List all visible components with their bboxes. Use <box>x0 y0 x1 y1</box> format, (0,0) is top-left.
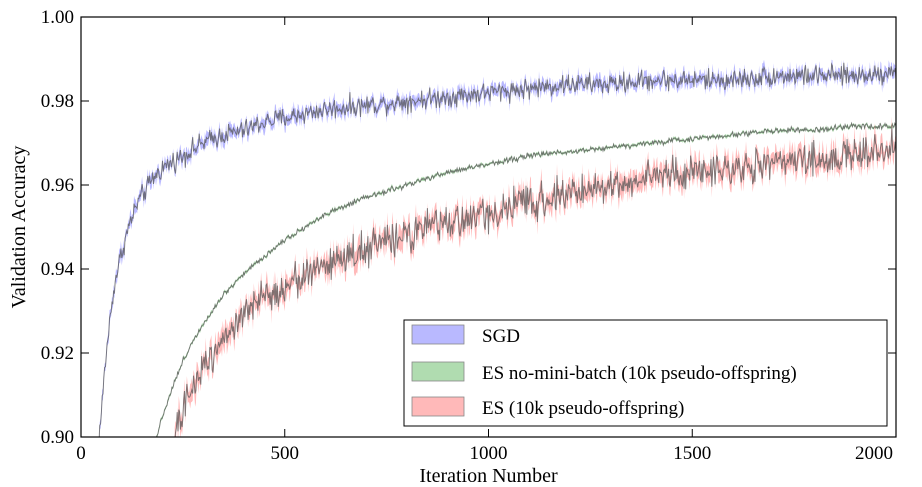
legend-label-es-no-mini-batch: ES no-mini-batch (10k pseudo-offspring) <box>482 363 797 384</box>
legend-box <box>403 319 888 427</box>
y-axis-label: Validation Accuracy <box>8 146 30 309</box>
legend-swatch-es-no-mini-batch <box>411 361 465 382</box>
series-line-0 <box>98 62 896 437</box>
series-line-2 <box>174 127 896 437</box>
tick-layer <box>80 16 897 438</box>
y-tick-label-0.94: 0.94 <box>41 259 75 280</box>
x-axis-label: Iteration Number <box>419 465 558 487</box>
series-band-2 <box>174 116 896 437</box>
legend-label-es: ES (10k pseudo-offspring) <box>482 398 684 419</box>
y-tick-label-1.00: 1.00 <box>41 7 74 28</box>
y-tick-label-0.92: 0.92 <box>41 343 74 364</box>
x-tick-label-1500: 1500 <box>673 443 711 464</box>
x-tick-label-1000: 1000 <box>470 443 508 464</box>
legend: SGD ES no-mini-batch (10k pseudo-offspri… <box>403 319 888 427</box>
x-tick-label-2000: 2000 <box>855 443 893 464</box>
legend-swatch-es <box>411 396 465 417</box>
series-layer <box>98 59 896 437</box>
legend-label-sgd: SGD <box>482 326 520 347</box>
y-tick-label-0.90: 0.90 <box>41 427 74 448</box>
y-tick-label-0.98: 0.98 <box>41 91 74 112</box>
x-tick-label-0: 0 <box>76 443 86 464</box>
legend-swatch-sgd <box>411 324 465 345</box>
series-line-1 <box>155 121 896 437</box>
x-tick-label-500: 500 <box>271 443 300 464</box>
y-tick-label-0.96: 0.96 <box>41 175 74 196</box>
